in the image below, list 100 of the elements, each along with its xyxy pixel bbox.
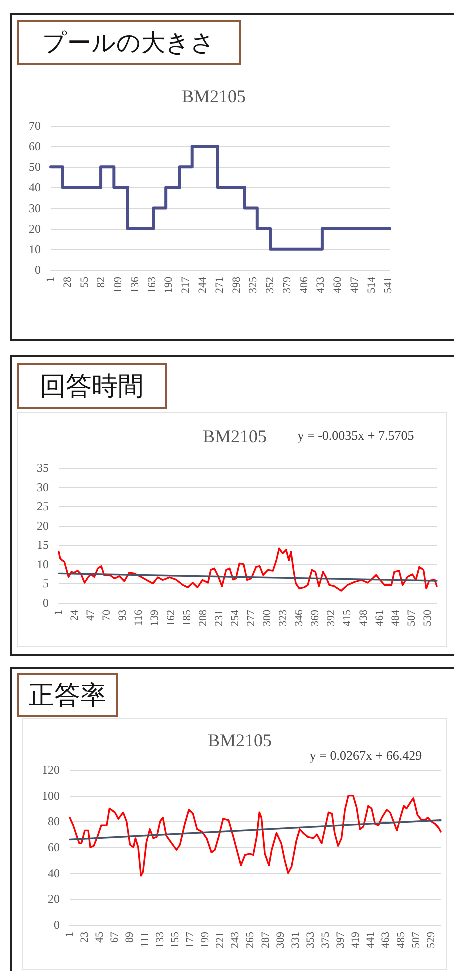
x-tick-label: 271	[214, 277, 226, 294]
x-tick-label: 441	[365, 932, 378, 948]
x-tick-label: 331	[290, 932, 302, 948]
chart-subtitle: BM2105	[202, 426, 268, 448]
x-tick-label: 460	[332, 276, 344, 294]
x-tick-label: 89	[124, 932, 136, 943]
y-tick-label: 40	[29, 180, 41, 195]
line-series	[69, 794, 442, 877]
x-tick-label: 162	[165, 610, 178, 626]
x-tick-label: 438	[358, 610, 370, 626]
x-tick-label: 415	[342, 610, 354, 626]
x-tick-label: 529	[425, 932, 438, 948]
y-tick-label: 80	[48, 814, 60, 829]
x-tick-label: 45	[94, 932, 106, 943]
x-tick-label: 419	[350, 932, 362, 948]
x-tick-label: 254	[229, 610, 242, 626]
x-tick-label: 139	[149, 610, 162, 626]
x-tick-label: 406	[298, 276, 310, 294]
x-tick-label: 28	[62, 276, 74, 288]
x-tick-label: 369	[310, 610, 322, 626]
text: y = 0.0267x + 66.429	[310, 748, 422, 764]
x-tick-label: 392	[326, 610, 338, 626]
x-tick-label: 231	[213, 610, 226, 626]
x-tick-label: 287	[260, 932, 272, 948]
y-tick-label: 60	[48, 840, 60, 854]
y-tick-label: 10	[37, 557, 49, 572]
y-tick-label: 20	[29, 222, 41, 236]
x-tick-label: 136	[129, 276, 142, 294]
x-tick-label: 507	[410, 932, 422, 948]
y-tick-label: 100	[42, 788, 60, 803]
x-tick-label: 298	[230, 276, 243, 294]
x-tick-label: 379	[281, 276, 294, 294]
x-tick-label: 325	[248, 276, 260, 294]
y-tick-label: 5	[43, 576, 49, 591]
x-tick-label: 55	[78, 276, 91, 288]
y-tick-label: 0	[35, 263, 41, 277]
text: y = -0.0035x + 7.5705	[298, 428, 414, 444]
x-tick-label: 353	[304, 932, 317, 948]
y-tick-label: 20	[37, 518, 49, 533]
x-tick-label: 309	[274, 932, 287, 948]
x-tick-label: 487	[348, 276, 361, 294]
x-tick-label: 185	[181, 610, 194, 626]
x-tick-label: 109	[112, 276, 125, 294]
x-tick-label: 177	[184, 932, 196, 948]
chart-subtitle: BM2105	[208, 730, 272, 752]
x-tick-label: 243	[230, 932, 242, 948]
x-tick-label: 507	[406, 610, 418, 626]
x-tick-label: 1	[45, 277, 57, 282]
x-tick-label: 346	[294, 610, 306, 626]
x-tick-label: 352	[264, 277, 277, 294]
chart-title: プールの大きさ	[17, 20, 241, 65]
x-tick-label: 190	[163, 276, 176, 294]
x-tick-label: 530	[422, 610, 434, 626]
x-tick-label: 1	[64, 932, 76, 938]
y-tick-label: 50	[29, 160, 41, 174]
x-tick-label: 208	[197, 610, 210, 626]
y-tick-label: 30	[29, 201, 41, 216]
x-tick-label: 323	[278, 610, 290, 626]
x-tick-label: 217	[180, 276, 192, 294]
x-tick-label: 155	[169, 932, 182, 948]
y-tick-label: 35	[37, 461, 49, 475]
x-tick-label: 300	[262, 610, 274, 626]
x-tick-label: 70	[101, 610, 114, 621]
y-tick-label: 0	[43, 596, 49, 610]
x-tick-label: 111	[139, 932, 152, 948]
y-tick-label: 0	[54, 918, 60, 932]
y-tick-label: 40	[48, 866, 60, 880]
x-tick-label: 461	[374, 610, 386, 626]
x-tick-label: 163	[146, 276, 158, 294]
x-tick-label: 116	[133, 610, 146, 626]
y-tick-label: 120	[42, 763, 60, 777]
y-tick-label: 15	[37, 538, 49, 552]
x-tick-label: 463	[380, 932, 392, 948]
x-tick-label: 397	[335, 932, 348, 948]
chart-subtitle: BM2105	[182, 86, 246, 108]
x-tick-label: 221	[214, 932, 227, 948]
x-tick-label: 93	[117, 610, 130, 621]
x-tick-label: 24	[69, 610, 82, 621]
x-tick-label: 484	[390, 610, 402, 626]
x-tick-label: 47	[85, 610, 98, 621]
x-tick-label: 1	[53, 610, 65, 616]
y-tick-label: 25	[37, 500, 49, 514]
x-tick-label: 514	[366, 276, 378, 294]
chart-title: 正答率	[17, 673, 118, 717]
line-series	[58, 548, 438, 592]
x-tick-label: 67	[109, 932, 122, 943]
x-tick-label: 433	[315, 276, 328, 294]
x-tick-label: 541	[382, 277, 395, 294]
y-tick-label: 70	[29, 119, 41, 133]
x-tick-label: 375	[320, 932, 332, 948]
x-tick-label: 133	[154, 932, 166, 948]
chart-title: 回答時間	[17, 363, 167, 409]
x-tick-label: 485	[395, 932, 408, 948]
y-tick-label: 20	[48, 892, 60, 906]
x-tick-label: 199	[200, 932, 212, 948]
y-tick-label: 10	[29, 242, 41, 256]
x-tick-label: 23	[79, 932, 92, 943]
x-tick-label: 277	[245, 610, 258, 626]
y-tick-label: 30	[37, 480, 49, 494]
x-tick-label: 82	[96, 277, 108, 288]
